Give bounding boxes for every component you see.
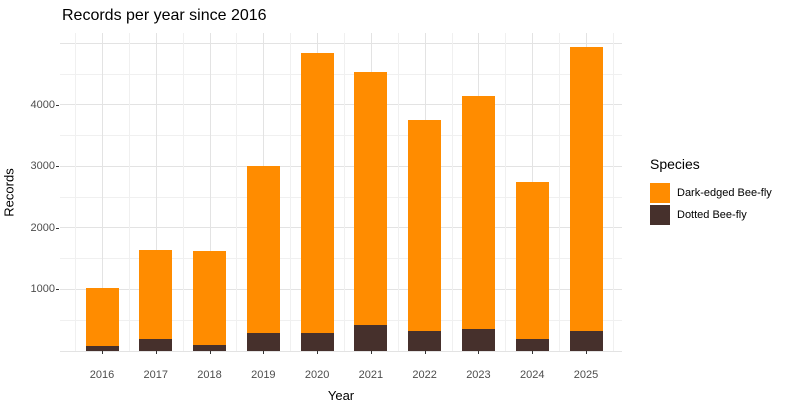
bar-segment-dotted-bee-fly <box>569 331 603 351</box>
bar-segment-dark-edged-bee-fly <box>85 287 119 347</box>
gridline-x-minor <box>451 33 453 351</box>
x-tick-mark <box>155 351 157 354</box>
x-tick-label: 2024 <box>519 369 545 381</box>
x-axis-title: Year <box>327 388 355 403</box>
bar-segment-dark-edged-bee-fly <box>300 52 334 334</box>
x-tick-mark <box>424 351 426 354</box>
gridline-y-minor <box>60 319 622 321</box>
x-tick-mark <box>586 351 587 354</box>
gridline-x-minor <box>182 33 184 351</box>
legend-label: Dotted Bee-fly <box>677 209 747 221</box>
bar-segment-dotted-bee-fly <box>354 324 388 351</box>
bar-segment-dotted-bee-fly <box>515 339 549 351</box>
x-tick-label: 2016 <box>89 369 115 381</box>
bar-segment-dark-edged-bee-fly <box>569 47 603 332</box>
gridline-y-minor <box>60 73 622 75</box>
y-tick-label: 2000 <box>30 221 55 234</box>
x-tick-label: 2023 <box>466 369 491 381</box>
bar-segment-dark-edged-bee-fly <box>408 119 442 331</box>
bar-segment-dotted-bee-fly <box>408 330 442 351</box>
y-tick-mark <box>56 289 59 291</box>
x-tick-mark <box>478 351 480 354</box>
y-tick-label: 3000 <box>30 160 55 173</box>
y-tick-mark <box>56 227 59 229</box>
legend-label: Dark-edged Bee-fly <box>677 187 772 199</box>
bar-segment-dark-edged-bee-fly <box>461 96 495 330</box>
gridline-y-minor <box>60 258 622 260</box>
legend: Species Dark-edged Bee-fly Dotted Bee-fl… <box>650 156 772 226</box>
bar-segment-dotted-bee-fly <box>193 344 227 351</box>
gridline-x-minor <box>612 33 614 351</box>
gridline-y-minor <box>60 135 622 137</box>
x-tick-label: 2021 <box>358 369 384 381</box>
bar-segment-dark-edged-bee-fly <box>193 250 227 345</box>
gridline-x-minor <box>397 33 399 351</box>
gridline-y-major <box>60 350 622 352</box>
x-tick-label: 2025 <box>573 369 599 381</box>
bar-segment-dark-edged-bee-fly <box>354 72 388 325</box>
bar-segment-dotted-bee-fly <box>246 332 280 351</box>
gridline-x-minor <box>75 33 77 351</box>
legend-item-dotted-bee-fly: Dotted Bee-fly <box>650 204 772 226</box>
gridline-x-minor <box>559 33 561 351</box>
gridline-x-major <box>102 33 103 351</box>
x-tick-label: 2020 <box>304 369 330 381</box>
gridline-y-minor <box>60 196 622 198</box>
legend-swatch-dark-edged-bee-fly <box>650 183 670 203</box>
bar-segment-dark-edged-bee-fly <box>246 165 280 333</box>
x-tick-mark <box>102 351 103 354</box>
bar-segment-dark-edged-bee-fly <box>515 182 549 340</box>
bar-segment-dotted-bee-fly <box>300 333 334 351</box>
gridline-x-major <box>155 33 157 351</box>
gridline-x-minor <box>344 33 345 351</box>
bar-segment-dotted-bee-fly <box>461 329 495 351</box>
y-tick-mark <box>56 104 59 106</box>
bar-segment-dark-edged-bee-fly <box>139 249 173 340</box>
y-axis-title: Records <box>1 168 17 217</box>
gridline-x-minor <box>128 33 130 351</box>
plot-panel <box>60 33 622 352</box>
bar-segment-dotted-bee-fly <box>85 346 119 351</box>
y-tick-mark <box>56 166 59 168</box>
legend-swatch-dotted-bee-fly <box>650 205 670 225</box>
x-tick-mark <box>370 351 372 354</box>
x-tick-label: 2017 <box>143 369 168 381</box>
bar-segment-dotted-bee-fly <box>139 339 173 351</box>
x-tick-label: 2018 <box>197 369 222 381</box>
gridline-x-minor <box>505 33 507 351</box>
y-tick-label: 4000 <box>30 98 55 111</box>
gridline-x-major <box>209 33 211 351</box>
chart-title: Records per year since 2016 <box>62 7 267 24</box>
gridline-y-major <box>60 104 622 106</box>
x-tick-mark <box>532 351 534 354</box>
x-tick-mark <box>263 351 265 354</box>
legend-item-dark-edged-bee-fly: Dark-edged Bee-fly <box>650 182 772 204</box>
gridline-y-major <box>60 42 622 44</box>
x-tick-mark <box>209 351 211 354</box>
legend-title: Species <box>650 156 700 172</box>
gridline-y-major <box>60 165 622 167</box>
x-tick-label: 2019 <box>251 369 276 381</box>
x-tick-mark <box>317 351 319 354</box>
x-tick-label: 2022 <box>412 369 437 381</box>
y-tick-label: 1000 <box>30 283 55 296</box>
gridline-x-minor <box>290 33 292 351</box>
gridline-x-minor <box>236 33 238 351</box>
gridline-y-major <box>60 227 622 229</box>
gridline-y-major <box>60 288 622 290</box>
